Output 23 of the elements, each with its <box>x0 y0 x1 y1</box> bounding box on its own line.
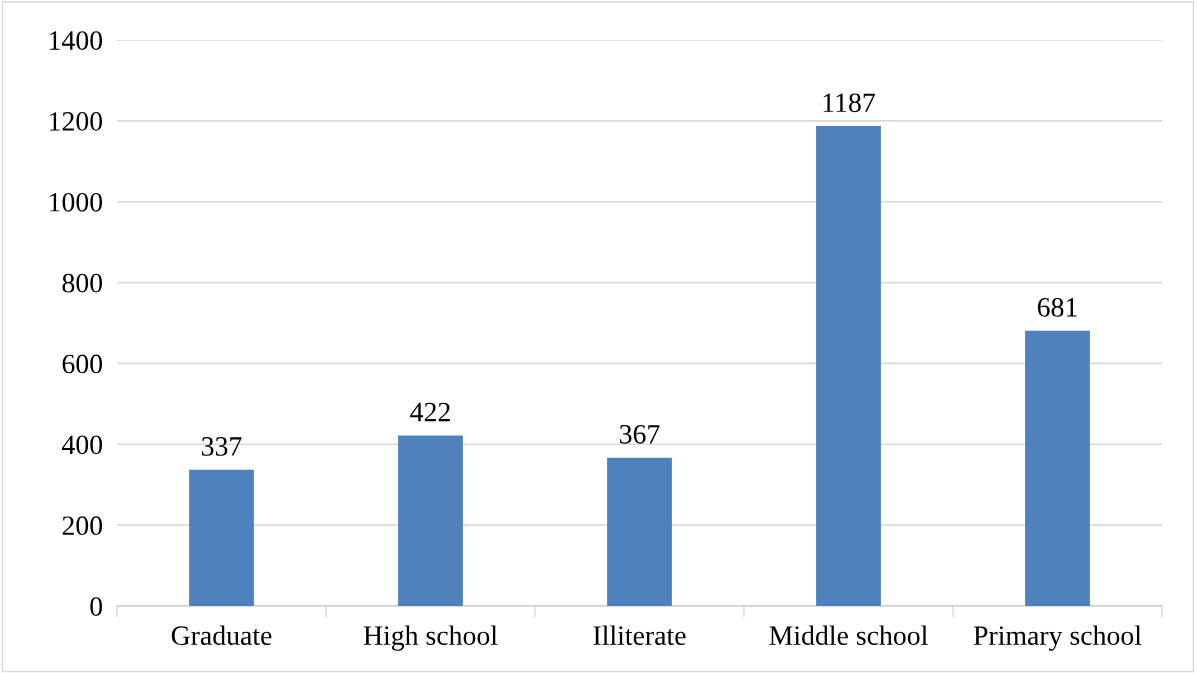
y-tick-label: 600 <box>62 354 103 374</box>
bar <box>1025 330 1090 606</box>
x-tick-label: Middle school <box>769 625 928 645</box>
y-tick-label: 1400 <box>50 31 103 50</box>
x-tick-label: Primary school <box>973 625 1142 651</box>
data-label: 681 <box>1037 297 1077 317</box>
data-label: 422 <box>410 402 450 422</box>
bar <box>607 457 672 606</box>
bar <box>398 435 463 606</box>
bar <box>189 469 254 606</box>
data-label: 337 <box>201 437 242 456</box>
y-tick-label: 200 <box>62 516 103 536</box>
x-tick-label: Illiterate <box>593 625 686 645</box>
y-tick-label: 1000 <box>50 192 103 212</box>
x-tick-label: High school <box>363 625 498 651</box>
y-tick-label: 800 <box>62 273 103 293</box>
data-label: 367 <box>619 424 660 444</box>
y-tick-label: 0 <box>90 597 103 616</box>
y-tick-label: 400 <box>61 435 103 455</box>
data-label: 1187 <box>823 93 875 113</box>
bar <box>816 126 881 606</box>
y-tick-label: 1200 <box>50 112 103 131</box>
x-tick-label: Graduate <box>171 625 272 645</box>
